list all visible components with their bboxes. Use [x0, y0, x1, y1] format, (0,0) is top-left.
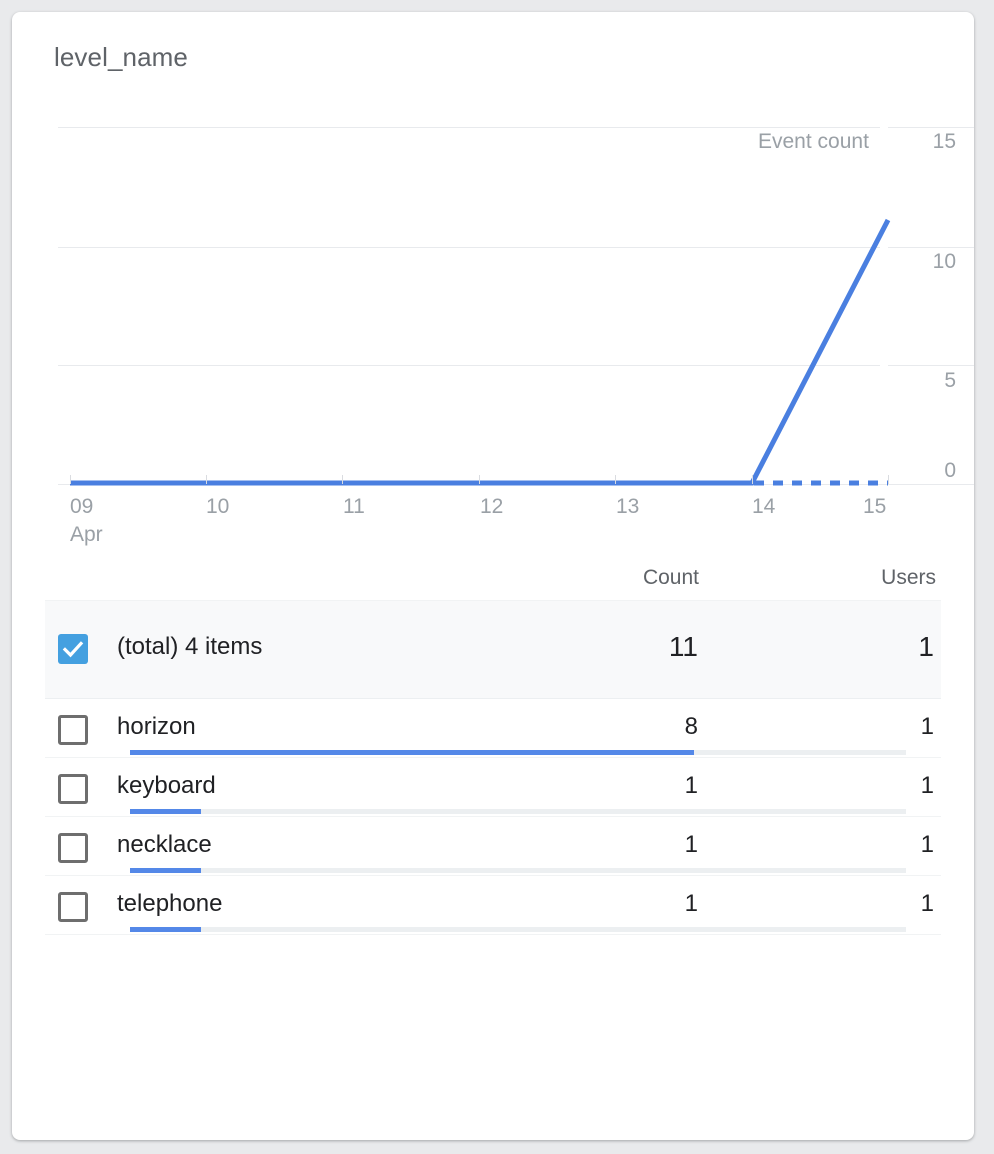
page-title: level_name — [54, 42, 188, 72]
table-row[interactable]: telephone 1 1 — [45, 876, 941, 935]
checkbox-horizon[interactable] — [58, 715, 88, 745]
table-header-row: Count Users — [12, 552, 974, 600]
row-bar-track — [130, 927, 906, 932]
row-bar-fill — [130, 809, 201, 814]
xtick-mark-09 — [70, 475, 71, 484]
series-line-solid — [70, 218, 891, 486]
checkbox-total[interactable] — [58, 634, 88, 664]
table-row[interactable]: keyboard 1 1 — [45, 758, 941, 817]
row-users-value: 1 — [920, 772, 934, 799]
row-count-value: 1 — [684, 772, 698, 799]
xtick-label-10: 10 — [206, 495, 230, 518]
xtick-label-14: 14 — [752, 495, 776, 518]
ytick-0: 0 — [944, 459, 956, 482]
level-name-card: level_name 15 10 5 0 Event count 09 10 1… — [12, 12, 974, 1140]
gridline-10 — [58, 247, 880, 248]
column-header-users[interactable]: Users — [881, 566, 936, 589]
gridline-stub-0 — [888, 484, 974, 485]
row-bar-fill — [130, 868, 201, 873]
row-count-value: 1 — [684, 831, 698, 858]
xtick-mark-11 — [342, 475, 343, 484]
ytick-5: 5 — [944, 369, 956, 392]
xtick-label-13: 13 — [616, 495, 640, 518]
table-row[interactable]: necklace 1 1 — [45, 817, 941, 876]
row-label: telephone — [117, 890, 223, 917]
checkbox-telephone[interactable] — [58, 892, 88, 922]
row-bar-track — [130, 809, 906, 814]
row-label: keyboard — [117, 772, 216, 799]
gridline-stub-10 — [888, 247, 974, 248]
xtick-label-12: 12 — [480, 495, 504, 518]
row-label: horizon — [117, 713, 196, 740]
check-icon — [62, 641, 84, 658]
xtick-month-label: Apr — [70, 523, 103, 546]
total-row-label: (total) 4 items — [117, 633, 263, 660]
table-row[interactable]: horizon 8 1 — [45, 699, 941, 758]
level-name-table: Count Users (total) 4 items 11 1 horizon… — [12, 552, 974, 935]
row-bar-track — [130, 868, 906, 873]
ytick-15: 15 — [932, 130, 956, 153]
xtick-mark-12 — [479, 475, 480, 484]
column-header-count[interactable]: Count — [642, 566, 699, 589]
table-row-total[interactable]: (total) 4 items 11 1 — [45, 600, 941, 699]
row-count-value: 1 — [684, 890, 698, 917]
gridline-5 — [58, 365, 880, 366]
xtick-mark-10 — [206, 475, 207, 484]
total-users-value: 1 — [918, 631, 934, 662]
xtick-mark-14 — [752, 475, 753, 484]
xtick-label-15: 15 — [863, 495, 887, 518]
ytick-10: 10 — [932, 250, 956, 273]
event-count-line-chart: 15 10 5 0 Event count 09 10 11 12 13 14 … — [12, 12, 974, 552]
gridline-stub-5 — [888, 365, 974, 366]
checkbox-necklace[interactable] — [58, 833, 88, 863]
xtick-mark-13 — [615, 475, 616, 484]
row-bar-fill — [130, 750, 695, 755]
row-users-value: 1 — [920, 890, 934, 917]
row-users-value: 1 — [920, 831, 934, 858]
series-axis-label: Event count — [758, 130, 869, 153]
series-line-group — [70, 218, 891, 486]
xtick-label-11: 11 — [343, 495, 365, 518]
row-label: necklace — [117, 831, 212, 858]
checkbox-keyboard[interactable] — [58, 774, 88, 804]
row-bar-track — [130, 750, 906, 755]
xtick-mark-15 — [888, 475, 889, 484]
gridline-stub-15 — [888, 127, 974, 128]
xtick-label-09: 09 — [70, 495, 94, 518]
row-users-value: 1 — [920, 713, 934, 740]
row-bar-fill — [130, 927, 201, 932]
gridline-15 — [58, 127, 880, 128]
row-count-value: 8 — [684, 713, 698, 740]
total-count-value: 11 — [668, 631, 698, 662]
